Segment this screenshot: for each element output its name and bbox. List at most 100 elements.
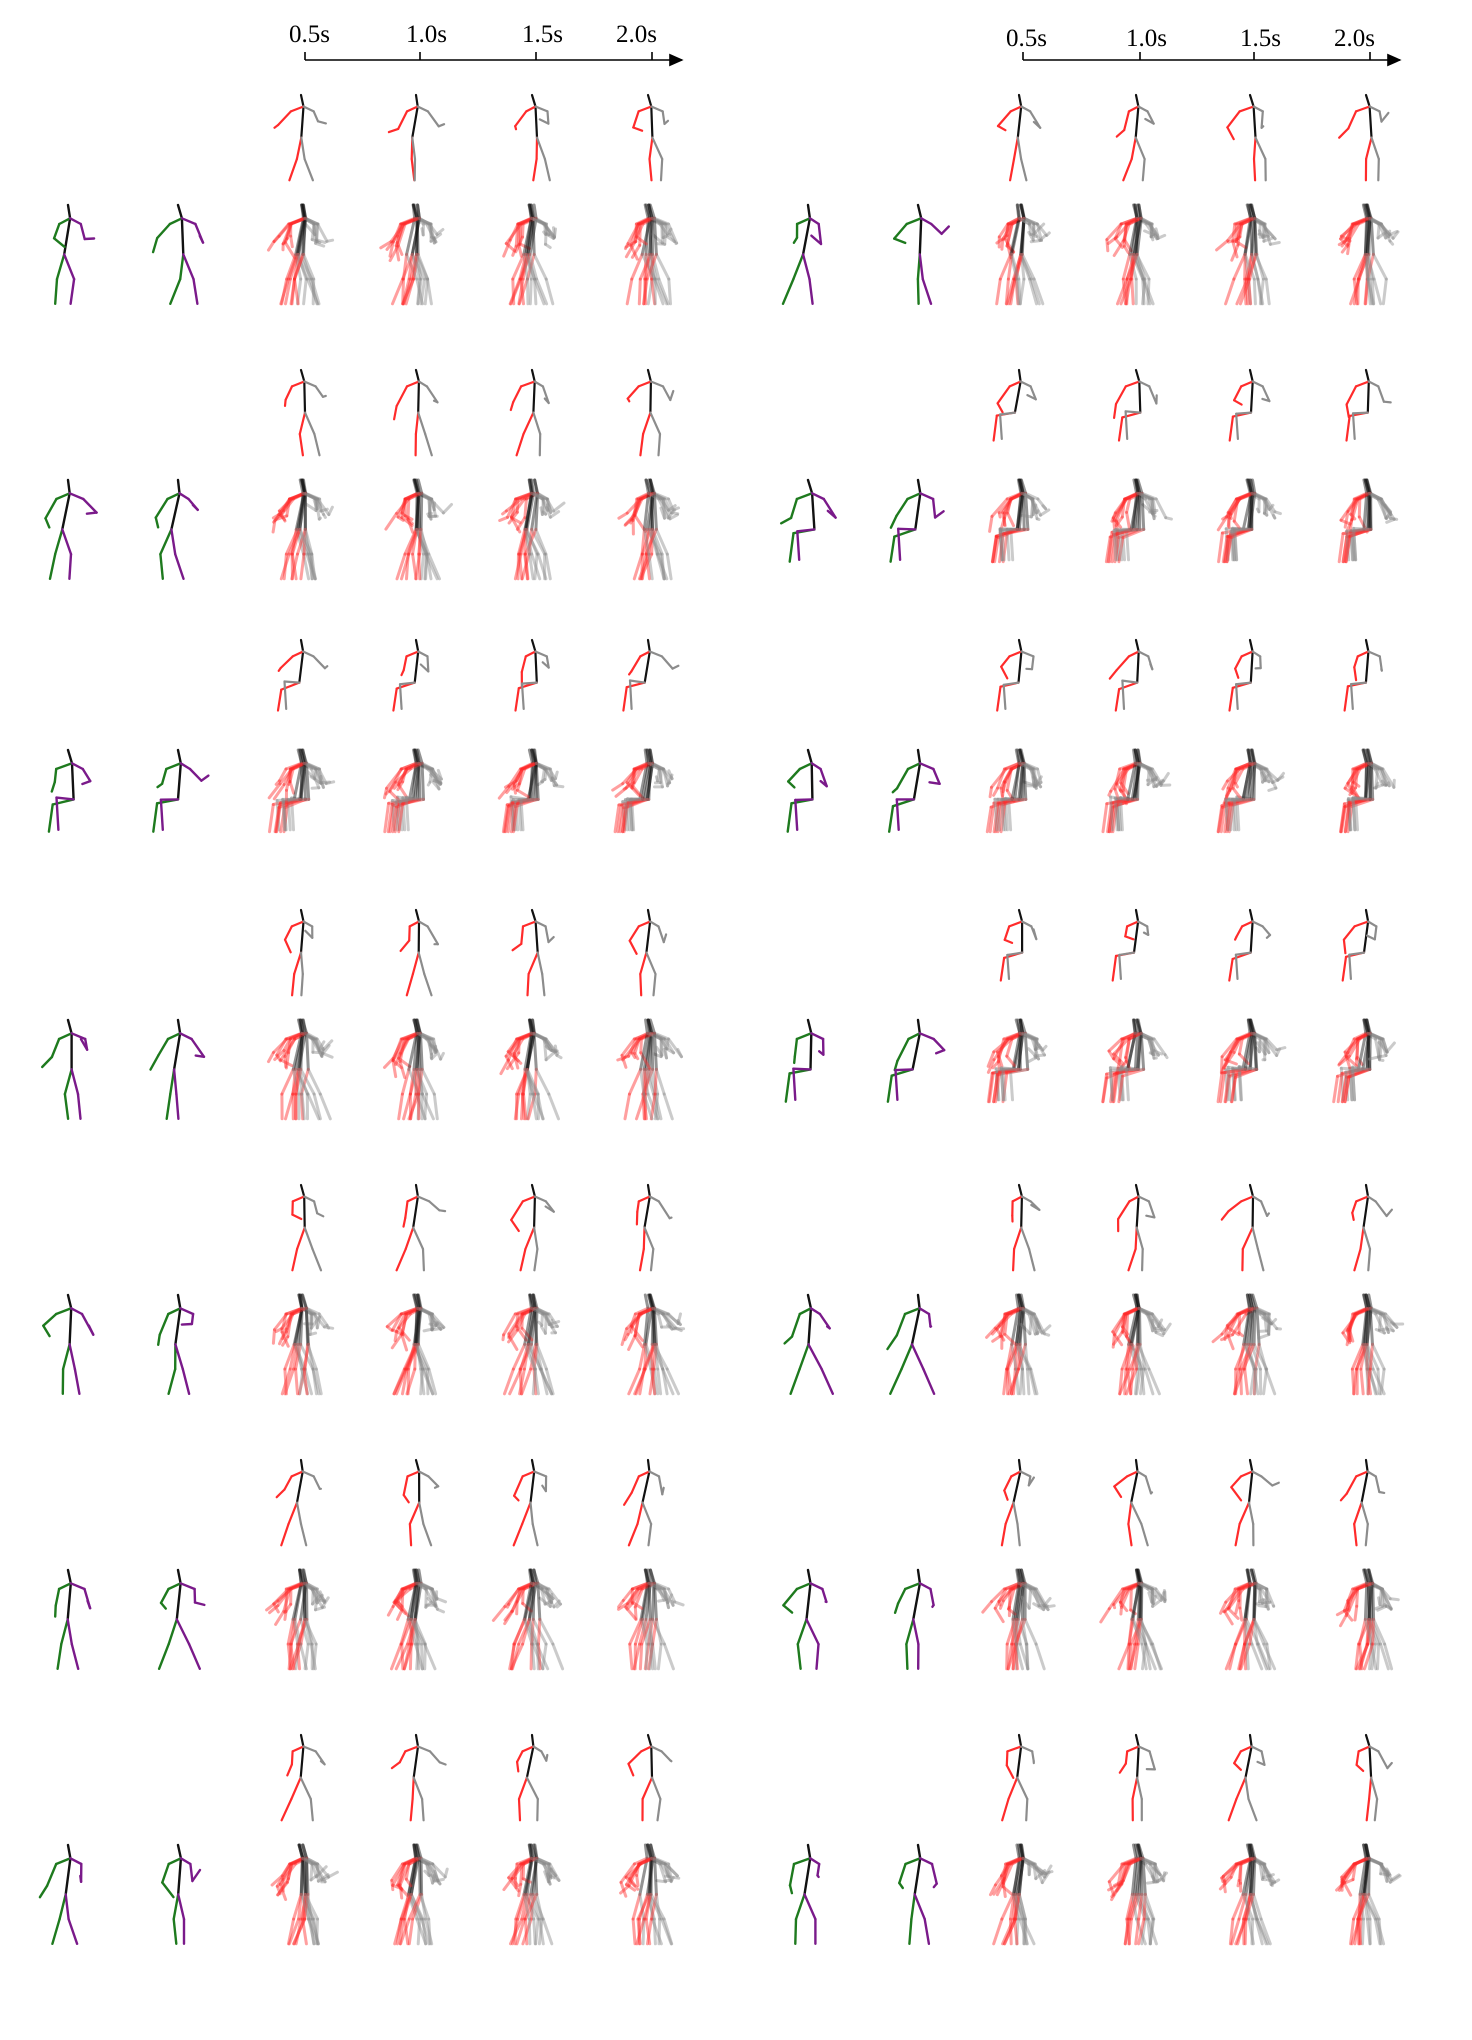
- sample-pose-0-5-left-forearm: [991, 1060, 1000, 1070]
- sample-pose-2-0-left-forearm: [1221, 1051, 1236, 1070]
- sample-pose-1-3-left-forearm: [400, 516, 414, 527]
- sample-pose-0-5-left-forearm: [995, 234, 1009, 245]
- sample-pose-2-2-right-clavicle: [534, 761, 546, 771]
- sample-pose-3-1-right-shin: [653, 1092, 663, 1121]
- sample-pose-3-2-right-shin: [1346, 798, 1352, 832]
- observed-pose-0-left-thigh: [63, 1068, 73, 1096]
- sample-pose-3-4-right-clavicle: [1365, 216, 1383, 226]
- sample-pose-3-0-right-shin: [1347, 799, 1353, 832]
- sample-pose-1-5-right-shin: [1142, 277, 1155, 306]
- observed-pose-0-left-forearm: [787, 780, 796, 789]
- sample-pose-1-0-left-forearm: [397, 783, 408, 799]
- sample-pose-3-2-left-clavicle: [1353, 216, 1372, 226]
- sample-pose-3-2-right-forearm: [1385, 1041, 1396, 1054]
- observed-pose-1-left-thigh: [910, 1893, 916, 1921]
- sample-pose-2-4-left-forearm: [1230, 243, 1240, 262]
- sample-pose-0-3-right-forearm: [305, 769, 317, 781]
- predicted-pose-0-left-clavicle: [291, 1745, 305, 1753]
- sample-pose-3-3-left-shin: [1339, 805, 1347, 834]
- predicted-pose-1-left-shin: [409, 1797, 414, 1822]
- observed-pose-0-left-clavicle: [792, 1857, 812, 1866]
- sample-pose-2-2-right-forearm: [1255, 507, 1261, 514]
- sample-pose-2-0-right-clavicle: [1249, 491, 1267, 501]
- sample-pose-0-5-right-thigh: [307, 1342, 315, 1371]
- observed-pose-0-left-shin: [47, 803, 54, 833]
- predicted-pose-3-left-forearm: [626, 397, 631, 403]
- predicted-pose-3-right-shin: [1349, 682, 1354, 711]
- observed-pose-0-left-upper-arm: [787, 767, 801, 783]
- sample-pose-2-2-right-upper-arm: [1259, 767, 1265, 784]
- sample-pose-1-2-left-upper-arm: [1118, 767, 1128, 792]
- predicted-pose-3-right-shin: [1377, 157, 1380, 182]
- sample-pose-0-4-left-clavicle: [1009, 761, 1025, 771]
- sample-pose-2-4-right-forearm: [1257, 232, 1267, 238]
- sample-pose-0-3-right-upper-arm: [1033, 1037, 1046, 1057]
- sample-pose-0-0-left-upper-arm: [1003, 222, 1011, 241]
- sample-pose-1-5-left-shin: [417, 552, 422, 581]
- sample-pose-2-3-right-thigh: [1250, 252, 1260, 281]
- sample-pose-0-4-left-shin: [993, 536, 1000, 564]
- sample-pose-0-5-right-forearm: [1035, 1320, 1039, 1336]
- sample-pose-1-1-left-clavicle: [1127, 1031, 1142, 1041]
- sample-pose-1-1-left-forearm: [1114, 519, 1120, 537]
- predicted-pose-3-left-forearm: [622, 1491, 633, 1506]
- sample-pose-0-0-left-upper-arm: [1002, 497, 1013, 520]
- sample-pose-0-4-right-forearm: [315, 240, 322, 245]
- sample-pose-1-3-right-thigh: [1130, 252, 1145, 281]
- sample-pose-2-5-left-clavicle: [1240, 216, 1257, 226]
- timeline-left-label-1: 1.0s: [406, 21, 447, 48]
- predicted-pose-1-head-bone: [414, 1733, 420, 1748]
- predicted-pose-1-right-thigh: [1124, 410, 1142, 414]
- sample-pose-1-2-left-clavicle: [404, 761, 421, 771]
- sample-pose-3-4-left-upper-arm: [635, 222, 645, 239]
- sample-pose-1-1-right-upper-arm: [426, 767, 443, 784]
- sample-pose-3-5-head-bone: [1363, 748, 1370, 765]
- predicted-pose-2-spine-bone: [532, 1195, 537, 1229]
- sample-pose-1-3-left-clavicle: [399, 216, 417, 226]
- sample-pose-1-0-left-clavicle: [1124, 216, 1142, 226]
- sample-pose-1-1-right-shin: [421, 1367, 435, 1396]
- sample-pose-1-3-right-clavicle: [1139, 1031, 1154, 1041]
- sample-pose-3-3-right-clavicle: [1368, 491, 1383, 501]
- sample-pose-2-0-left-clavicle: [518, 1031, 534, 1041]
- sample-pose-1-2-left-upper-arm: [391, 1037, 403, 1062]
- sample-pose-3-0-right-forearm: [665, 227, 673, 236]
- sample-pose-1-0-right-forearm: [1151, 510, 1156, 521]
- sample-pose-0-0-right-clavicle: [302, 216, 316, 226]
- sample-pose-0-3-right-shin: [995, 1070, 1001, 1102]
- sample-pose-2-2-right-clavicle: [1253, 216, 1266, 226]
- predicted-pose-2-left-thigh: [517, 1776, 529, 1801]
- predicted-pose-3-left-forearm: [1351, 1211, 1355, 1222]
- sample-pose-1-4-right-upper-arm: [1147, 1037, 1160, 1057]
- sample-pose-1-2-left-forearm: [396, 780, 405, 792]
- sample-pose-2-1-right-clavicle: [1253, 216, 1267, 226]
- sample-pose-1-2-left-forearm: [396, 515, 405, 522]
- sample-pose-0-2-right-upper-arm: [314, 497, 318, 512]
- sample-pose-1-2-left-shin: [402, 1092, 412, 1121]
- sample-pose-2-2-left-clavicle: [1240, 216, 1257, 226]
- predicted-pose-3-left-upper-arm: [628, 925, 640, 942]
- observed-pose-1-left-shin: [152, 802, 159, 833]
- sample-pose-0-2-head-bone: [298, 1018, 305, 1035]
- sample-pose-1-5-right-upper-arm: [424, 1037, 438, 1053]
- predicted-pose-2-left-shin: [1234, 1522, 1241, 1547]
- predicted-pose-0-right-clavicle: [302, 1745, 317, 1753]
- sample-pose-1-4-right-clavicle: [418, 1031, 434, 1041]
- predicted-pose-2-left-clavicle: [524, 650, 537, 658]
- predicted-pose-3-left-shin: [639, 432, 645, 457]
- sample-pose-0-2-right-forearm: [318, 780, 332, 785]
- sample-pose-1-5-left-thigh: [401, 797, 425, 806]
- sample-pose-1-5-right-shin: [1125, 1067, 1130, 1102]
- observed-pose-0-right-upper-arm: [79, 222, 86, 241]
- sample-pose-2-5-left-thigh: [518, 252, 528, 281]
- sample-pose-1-4-right-clavicle: [416, 761, 434, 771]
- sample-pose-3-3-head-bone: [646, 1018, 653, 1035]
- observed-pose-1-right-clavicle: [918, 762, 935, 771]
- sample-pose-0-4-left-forearm: [277, 509, 287, 523]
- sample-pose-1-5-right-forearm: [435, 228, 445, 236]
- predicted-pose-1-left-upper-arm: [404, 1200, 409, 1219]
- predicted-pose-2-left-upper-arm: [1235, 925, 1244, 939]
- predicted-pose-1-spine-bone: [1135, 1195, 1140, 1229]
- sample-pose-2-2-left-clavicle: [522, 491, 540, 501]
- predicted-pose-2-right-thigh: [1247, 1501, 1255, 1526]
